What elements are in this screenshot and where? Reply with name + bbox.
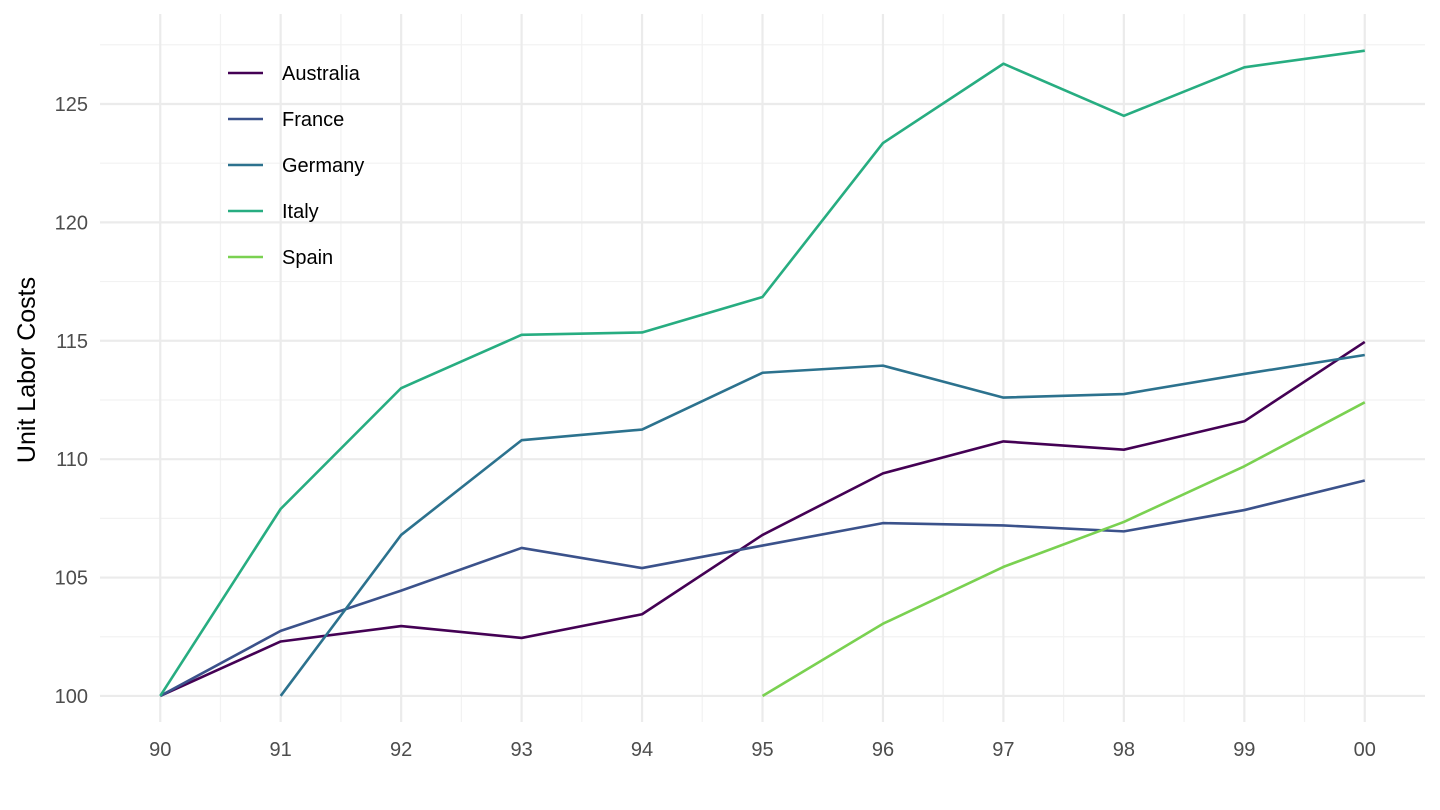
x-tick-label: 94 [631,739,653,761]
x-tick-label: 98 [1113,739,1135,761]
series-line-spain [761,401,1366,698]
legend: Australia France Germany Italy Spain [228,63,364,269]
legend-label-australia: Australia [282,63,361,85]
y-tick-label: 125 [55,94,88,116]
legend-label-germany: Germany [282,155,364,177]
y-tick-label: 110 [56,449,88,471]
x-tick-label: 92 [390,739,412,761]
x-tick-label: 90 [149,739,171,761]
x-tick-label: 99 [1233,739,1255,761]
grid-major [100,14,1425,722]
x-tick-label: 00 [1354,739,1376,761]
series-lines [159,49,1366,698]
x-tick-label: 93 [510,739,532,761]
x-axis-ticks: 90 91 92 93 94 95 96 97 98 99 00 [149,739,1376,761]
x-tick-label: 96 [872,739,894,761]
series-line-italy [159,49,1365,697]
y-axis-title: Unit Labor Costs [13,277,41,463]
x-tick-label: 95 [751,739,773,761]
y-tick-label: 115 [56,331,88,353]
y-tick-label: 105 [55,568,88,590]
series-line-france [159,479,1366,698]
series-line-australia [159,340,1366,698]
y-tick-label: 120 [55,212,88,234]
x-tick-label: 97 [992,739,1014,761]
legend-label-italy: Italy [282,201,319,223]
legend-label-spain: Spain [282,247,333,269]
y-tick-label: 100 [55,686,88,708]
y-axis-ticks: 100 105 110 115 120 125 [55,94,88,708]
legend-label-france: France [282,109,344,131]
series-line-germany [279,353,1365,697]
x-tick-label: 91 [270,739,292,761]
